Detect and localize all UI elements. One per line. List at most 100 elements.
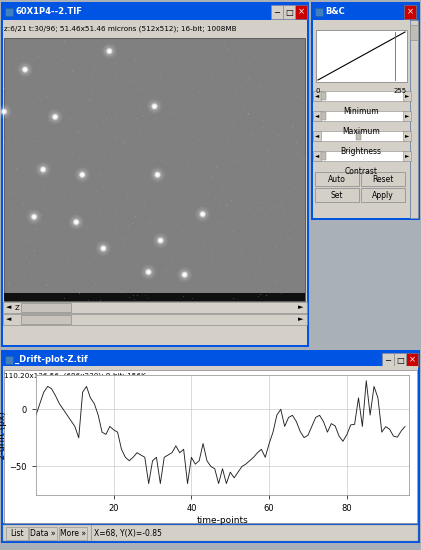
- Bar: [4, 370, 417, 523]
- Bar: [3, 525, 418, 541]
- Bar: [403, 111, 411, 121]
- Circle shape: [200, 211, 206, 217]
- Circle shape: [104, 46, 115, 56]
- Text: 60X1P4--2.TIF: 60X1P4--2.TIF: [15, 8, 82, 16]
- Bar: [410, 20, 418, 218]
- Circle shape: [147, 100, 162, 113]
- X-axis label: time-points: time-points: [197, 516, 248, 525]
- Circle shape: [149, 101, 160, 112]
- Circle shape: [152, 170, 163, 180]
- Circle shape: [20, 64, 30, 75]
- Bar: [404, 5, 416, 19]
- Bar: [311, 2, 420, 220]
- Bar: [382, 353, 394, 367]
- Circle shape: [73, 219, 79, 225]
- Circle shape: [0, 104, 11, 119]
- Bar: [313, 151, 321, 161]
- Text: ×: ×: [408, 355, 416, 365]
- Circle shape: [183, 273, 187, 277]
- Circle shape: [146, 269, 152, 275]
- Circle shape: [108, 50, 110, 52]
- Text: Z: Z: [15, 305, 20, 311]
- Circle shape: [33, 216, 35, 218]
- Circle shape: [147, 270, 150, 274]
- Circle shape: [152, 104, 157, 108]
- Text: ×: ×: [407, 8, 413, 16]
- Circle shape: [184, 274, 186, 276]
- Circle shape: [77, 170, 87, 180]
- Bar: [29, 527, 57, 540]
- Circle shape: [160, 239, 162, 241]
- Text: ►: ►: [405, 153, 409, 158]
- Bar: [21, 303, 71, 312]
- Circle shape: [159, 239, 163, 243]
- Text: X=68, Y(X)=-0.85: X=68, Y(X)=-0.85: [94, 529, 162, 538]
- Bar: [403, 91, 411, 101]
- Bar: [3, 20, 307, 345]
- Circle shape: [178, 268, 192, 282]
- Text: ►: ►: [405, 94, 409, 98]
- Bar: [3, 366, 418, 523]
- Circle shape: [53, 115, 57, 119]
- Bar: [313, 91, 321, 101]
- Text: ►: ►: [298, 316, 303, 322]
- Text: □: □: [285, 8, 293, 16]
- Circle shape: [23, 68, 27, 72]
- Bar: [4, 38, 305, 301]
- Text: Data »: Data »: [30, 529, 56, 538]
- Circle shape: [74, 220, 78, 224]
- Text: Set: Set: [331, 190, 343, 200]
- Text: ◄: ◄: [315, 94, 319, 98]
- Circle shape: [24, 69, 26, 70]
- Circle shape: [152, 103, 157, 109]
- Circle shape: [201, 212, 205, 216]
- Circle shape: [202, 213, 204, 215]
- Circle shape: [99, 244, 108, 254]
- Circle shape: [40, 167, 46, 173]
- Text: ◄: ◄: [315, 113, 319, 118]
- Bar: [1, 2, 309, 347]
- Text: ►: ►: [405, 134, 409, 139]
- Circle shape: [42, 168, 44, 170]
- Circle shape: [100, 245, 107, 251]
- Bar: [315, 188, 359, 202]
- Bar: [403, 131, 411, 141]
- Bar: [403, 151, 411, 161]
- Bar: [394, 353, 406, 367]
- Text: ◄: ◄: [315, 134, 319, 139]
- Bar: [313, 111, 321, 121]
- Circle shape: [54, 116, 56, 118]
- Text: ◄: ◄: [6, 305, 11, 311]
- Bar: [315, 91, 406, 101]
- Circle shape: [29, 212, 39, 222]
- Bar: [315, 151, 406, 161]
- Bar: [6, 527, 28, 540]
- Circle shape: [50, 112, 60, 122]
- Circle shape: [155, 173, 160, 177]
- Circle shape: [31, 214, 37, 220]
- Bar: [321, 112, 326, 120]
- Bar: [21, 315, 71, 324]
- Text: _Drift-plot-Z.tif: _Drift-plot-Z.tif: [15, 354, 88, 364]
- Bar: [313, 131, 321, 141]
- Text: ►: ►: [298, 305, 303, 311]
- Circle shape: [102, 248, 104, 249]
- Circle shape: [36, 162, 50, 177]
- Circle shape: [41, 168, 45, 172]
- Circle shape: [22, 67, 28, 73]
- Bar: [406, 353, 418, 367]
- Circle shape: [198, 209, 208, 219]
- Circle shape: [147, 271, 149, 273]
- Circle shape: [180, 270, 189, 280]
- Bar: [356, 132, 361, 140]
- Bar: [5, 8, 13, 16]
- Circle shape: [155, 172, 160, 178]
- Circle shape: [2, 109, 6, 114]
- Bar: [315, 172, 359, 186]
- Bar: [315, 131, 406, 141]
- Circle shape: [52, 114, 58, 120]
- Circle shape: [75, 168, 89, 182]
- Bar: [59, 527, 87, 540]
- Text: 0: 0: [316, 88, 320, 94]
- Bar: [4, 293, 305, 301]
